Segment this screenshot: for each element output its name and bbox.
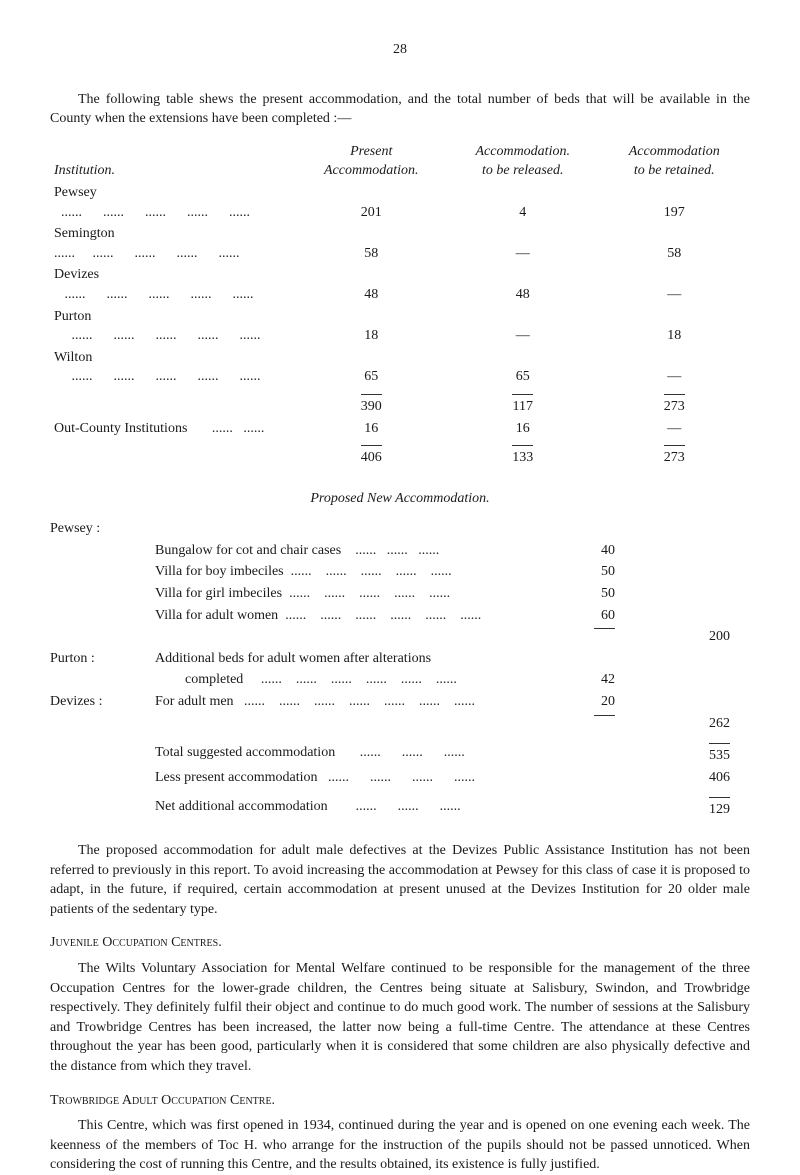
table-row: Devizes ...... ...... ...... ...... ....… (50, 264, 750, 305)
row-name: Purton ...... ...... ...... ...... .....… (50, 306, 296, 347)
subtotal-present: 390 (296, 393, 447, 418)
row-retain: 58 (598, 223, 750, 264)
subtotal-release: 117 (447, 393, 598, 418)
purton-row2: completed ...... ...... ...... ...... ..… (50, 669, 750, 691)
devizes-desc: For adult men ...... ...... ...... .....… (155, 692, 540, 712)
table-row: Purton ...... ...... ...... ...... .....… (50, 306, 750, 347)
proposed-item: Villa for boy imbeciles ...... ...... ..… (50, 561, 750, 583)
row-name: Semington ...... ...... ...... ...... ..… (50, 223, 296, 264)
total-suggested-value: 535 (645, 743, 750, 766)
row-retain: — (598, 347, 750, 388)
table-row: Wilton ...... ...... ...... ...... .....… (50, 347, 750, 388)
header-retain: Accommodationto be retained. (598, 141, 750, 182)
row-name: Devizes ...... ...... ...... ...... ....… (50, 264, 296, 305)
row-retain: — (598, 264, 750, 305)
item-value: 50 (540, 562, 645, 582)
paragraph-defectives: The proposed accommodation for adult mal… (50, 841, 750, 919)
row-release: — (447, 306, 598, 347)
purton-row: Purton : Additional beds for adult women… (50, 648, 750, 670)
row-name: Pewsey ...... ...... ...... ...... .....… (50, 182, 296, 223)
out-county-row: Out-County Institutions ...... ...... 16… (50, 418, 750, 440)
row-release: — (447, 223, 598, 264)
row-present: 48 (296, 264, 447, 305)
row-name: Wilton ...... ...... ...... ...... .....… (50, 347, 296, 388)
juvenile-heading: Juvenile Occupation Centres. (50, 933, 750, 953)
page-number: 28 (50, 40, 750, 60)
row-release: 4 (447, 182, 598, 223)
devizes-value: 20 (540, 692, 645, 712)
total-release: 133 (447, 444, 598, 469)
purton-desc: Additional beds for adult women after al… (155, 649, 540, 669)
item-value: 40 (540, 541, 645, 561)
pewsey-subtotal: 200 (645, 627, 750, 647)
item-desc: Villa for boy imbeciles ...... ...... ..… (155, 562, 540, 582)
item-desc: Villa for girl imbeciles ...... ...... .… (155, 584, 540, 604)
juvenile-text: The Wilts Voluntary Association for Ment… (50, 959, 750, 1077)
total-retain: 273 (598, 444, 750, 469)
subtotal-retain: 273 (598, 393, 750, 418)
item-value: 50 (540, 584, 645, 604)
less-present-label: Less present accommodation ...... ......… (155, 768, 540, 788)
subtotal-row: 390 117 273 (50, 393, 750, 418)
purton-label: Purton : (50, 649, 155, 669)
proposed-section: Pewsey : Bungalow for cot and chair case… (50, 518, 750, 821)
row-present: 18 (296, 306, 447, 347)
net-value: 129 (645, 797, 750, 820)
total-suggested-row: Total suggested accommodation ...... ...… (50, 742, 750, 767)
row-present: 65 (296, 347, 447, 388)
out-county-retain: — (598, 418, 750, 440)
total-row: 406 133 273 (50, 444, 750, 469)
proposed-item: Villa for adult women ...... ...... ....… (50, 605, 750, 627)
purton-value: 42 (540, 670, 645, 690)
row-retain: 18 (598, 306, 750, 347)
row-present: 201 (296, 182, 447, 223)
total-suggested-label: Total suggested accommodation ...... ...… (155, 743, 540, 766)
pewsey-subtotal-row: 200 (50, 626, 750, 648)
net-row: Net additional accommodation ...... ....… (50, 796, 750, 821)
out-county-release: 16 (447, 418, 598, 440)
devizes-subtotal-row: 262 (50, 713, 750, 735)
devizes-row: Devizes : For adult men ...... ...... ..… (50, 691, 750, 713)
row-release: 48 (447, 264, 598, 305)
proposed-item: Bungalow for cot and chair cases ...... … (50, 540, 750, 562)
less-present-row: Less present accommodation ...... ......… (50, 767, 750, 789)
row-present: 58 (296, 223, 447, 264)
item-desc: Villa for adult women ...... ...... ....… (155, 606, 540, 626)
devizes-label: Devizes : (50, 692, 155, 712)
accommodation-table: Institution. PresentAccommodation. Accom… (50, 141, 750, 469)
proposed-item: Villa for girl imbeciles ...... ...... .… (50, 583, 750, 605)
row-release: 65 (447, 347, 598, 388)
item-desc: Bungalow for cot and chair cases ...... … (155, 541, 540, 561)
pewsey-label: Pewsey : (50, 519, 155, 539)
trowbridge-heading: Trowbridge Adult Occupation Centre. (50, 1091, 750, 1111)
header-release: Accommodation.to be released. (447, 141, 598, 182)
row-retain: 197 (598, 182, 750, 223)
out-county-name: Out-County Institutions ...... ...... (50, 418, 296, 440)
item-value: 60 (540, 606, 645, 626)
out-county-present: 16 (296, 418, 447, 440)
trowbridge-text: This Centre, which was first opened in 1… (50, 1116, 750, 1175)
total-present: 406 (296, 444, 447, 469)
table-row: Pewsey ...... ...... ...... ...... .....… (50, 182, 750, 223)
header-present: PresentAccommodation. (296, 141, 447, 182)
intro-paragraph: The following table shews the present ac… (50, 90, 750, 129)
header-institution: Institution. (50, 141, 296, 182)
devizes-subtotal: 262 (645, 714, 750, 734)
purton-desc2: completed ...... ...... ...... ...... ..… (155, 670, 540, 690)
table-row: Semington ...... ...... ...... ...... ..… (50, 223, 750, 264)
less-present-value: 406 (645, 768, 750, 788)
proposed-heading: Proposed New Accommodation. (50, 489, 750, 509)
net-label: Net additional accommodation ...... ....… (155, 797, 540, 820)
table-header-row: Institution. PresentAccommodation. Accom… (50, 141, 750, 182)
